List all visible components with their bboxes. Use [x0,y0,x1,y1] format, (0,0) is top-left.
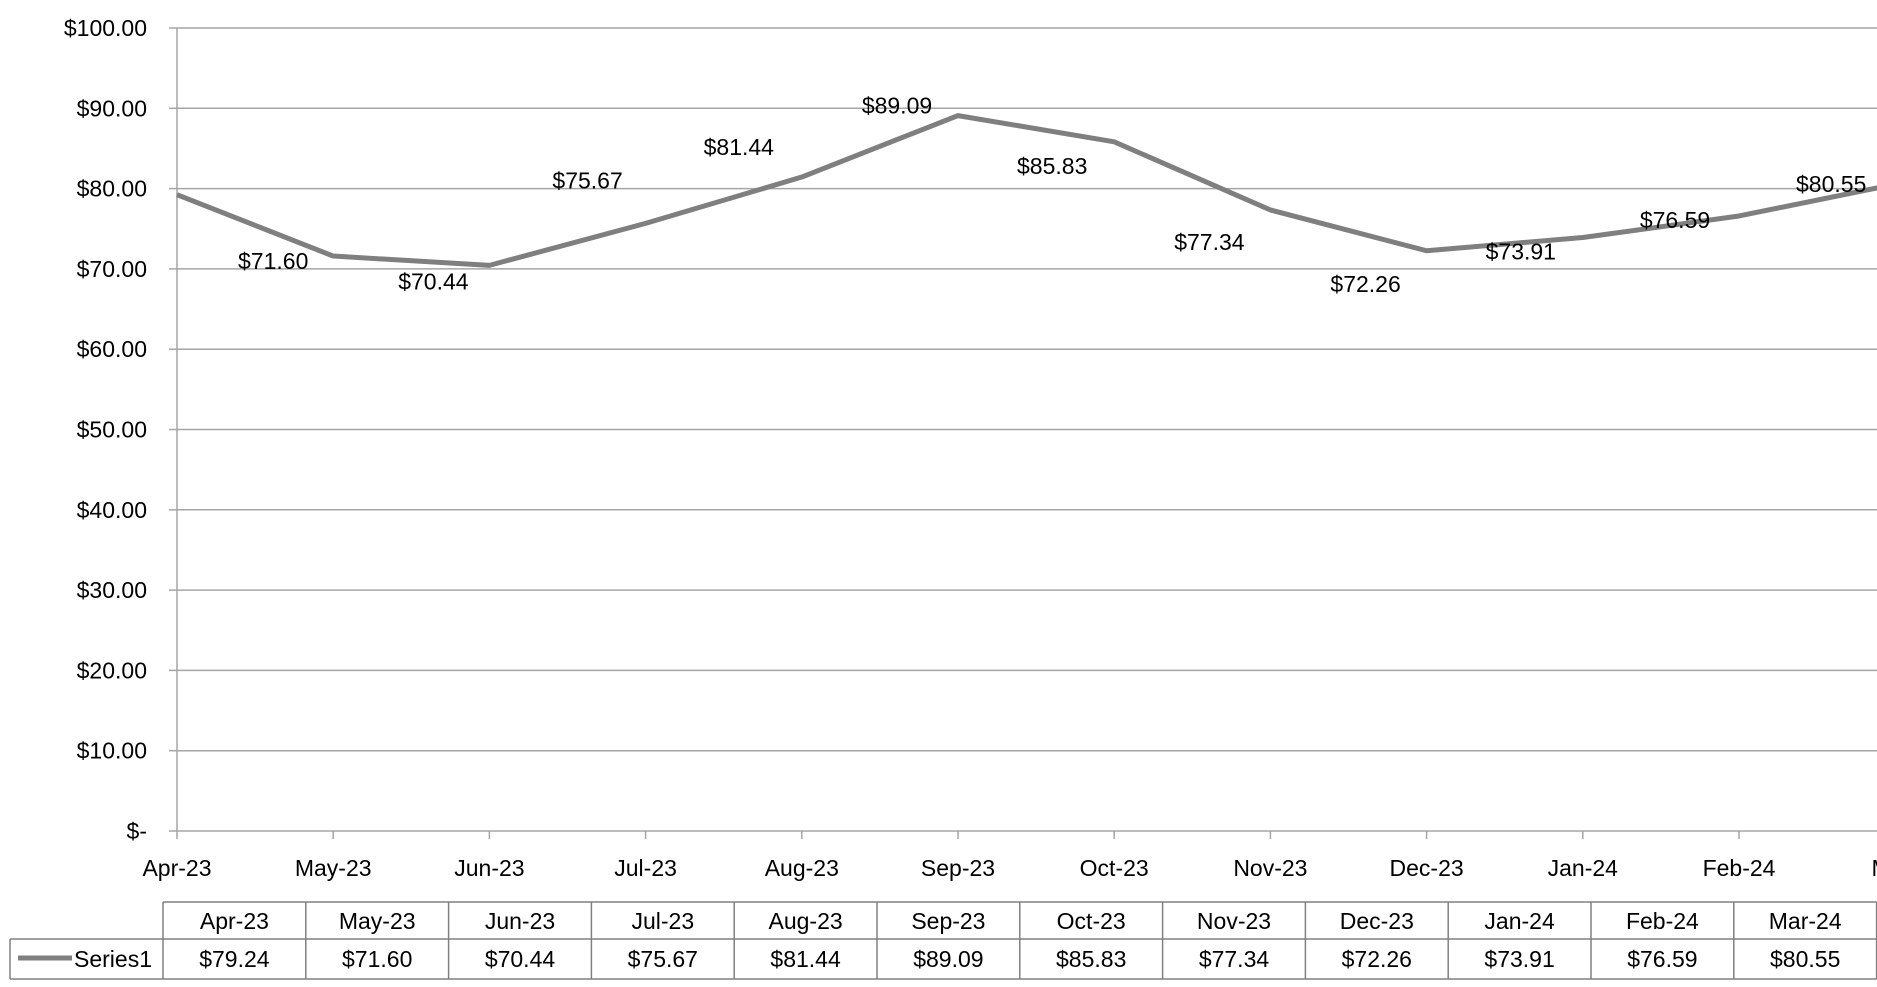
y-tick-label: $100.00 [64,15,147,41]
table-header-cell: May-23 [339,908,416,934]
table-value-cell: $71.60 [342,946,412,972]
y-tick-label: $70.00 [77,256,147,282]
data-label: $70.44 [398,268,469,294]
data-label: $89.09 [862,93,932,119]
x-tick-label: Aug-23 [765,855,839,881]
x-tick-label: Mar- [1872,855,1877,881]
table-value-cell: $81.44 [770,946,841,972]
x-tick-label: Feb-24 [1703,855,1776,881]
table-value-cell: $73.91 [1484,946,1554,972]
table-value-cell: $72.26 [1342,946,1412,972]
table-header-cell: Jun-23 [485,908,555,934]
table-header-cell: Jan-24 [1484,908,1555,934]
data-label: $73.91 [1486,239,1556,265]
x-tick-label: Oct-23 [1080,855,1149,881]
data-label: $77.34 [1174,229,1245,255]
x-tick-label: May-23 [295,855,372,881]
table-header-cell: Apr-23 [200,908,269,934]
table-header-cell: Nov-23 [1197,908,1271,934]
y-tick-label: $60.00 [77,336,147,362]
table-value-cell: $76.59 [1627,946,1697,972]
table-header-cell: Oct-23 [1057,908,1126,934]
table-value-cell: $79.24 [199,946,270,972]
y-tick-label: $30.00 [77,577,147,603]
data-label: $80.55 [1796,171,1866,197]
y-tick-label: $40.00 [77,497,147,523]
table-value-cell: $70.44 [485,946,556,972]
data-label: $85.83 [1017,153,1087,179]
legend-series-name: Series1 [74,946,152,972]
y-tick-label: $10.00 [77,738,147,764]
data-label: $72.26 [1330,271,1400,297]
y-tick-label: $20.00 [77,657,147,683]
series-line [176,113,1877,268]
table-header-cell: Mar-24 [1769,908,1842,934]
x-tick-label: Sep-23 [921,855,995,881]
table-header-cell: Feb-24 [1626,908,1699,934]
y-tick-label: $- [127,818,147,844]
table-header-cell: Dec-23 [1340,908,1414,934]
x-tick-label: Dec-23 [1390,855,1464,881]
table-value-cell: $75.67 [628,946,698,972]
x-tick-label: Jul-23 [614,855,677,881]
table-value-cell: $80.55 [1770,946,1840,972]
table-value-cell: $85.83 [1056,946,1126,972]
data-label: $71.60 [238,248,308,274]
data-label: $75.67 [552,167,622,193]
table-header-cell: Jul-23 [631,908,694,934]
x-tick-label: Apr-23 [142,855,211,881]
x-tick-label: Jun-23 [454,855,524,881]
y-tick-label: $50.00 [77,417,147,443]
table-value-cell: $77.34 [1199,946,1270,972]
x-tick-label: Jan-24 [1548,855,1619,881]
table-header-cell: Aug-23 [769,908,843,934]
y-tick-label: $90.00 [77,95,147,121]
y-tick-label: $80.00 [77,176,147,202]
data-label: $81.44 [704,134,775,160]
table-value-cell: $89.09 [913,946,983,972]
x-tick-label: Nov-23 [1233,855,1307,881]
table-header-cell: Sep-23 [911,908,985,934]
data-label: $76.59 [1640,207,1710,233]
